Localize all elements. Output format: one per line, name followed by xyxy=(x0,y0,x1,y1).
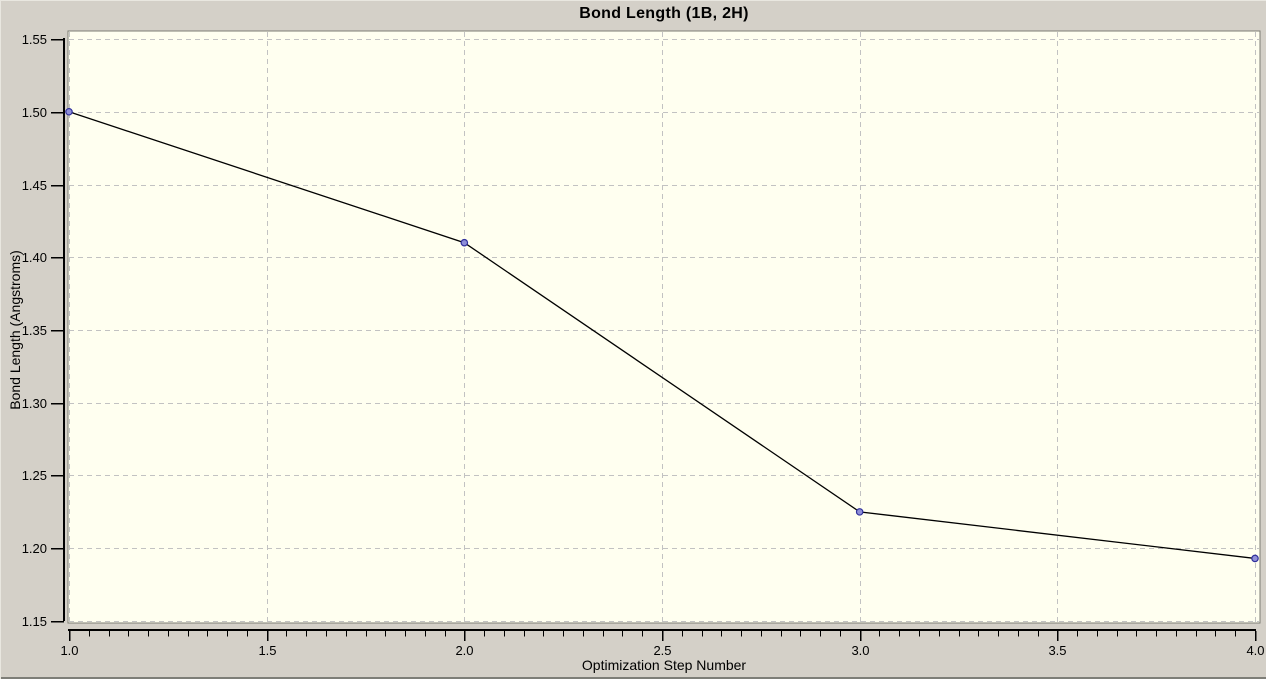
y-tick-label: 1.30 xyxy=(22,396,47,411)
x-tick-label: 1.0 xyxy=(60,643,78,658)
x-tick-label: 3.5 xyxy=(1048,643,1066,658)
gridlines xyxy=(69,32,1259,622)
y-tick-label: 1.45 xyxy=(22,178,47,193)
y-axis xyxy=(51,38,65,623)
x-axis xyxy=(68,629,1257,641)
y-tick-label: 1.25 xyxy=(22,468,47,483)
plot-area xyxy=(67,30,1261,624)
window-bottom-edge xyxy=(1,677,1266,679)
x-tick-label: 2.5 xyxy=(653,643,671,658)
x-tick-label: 2.0 xyxy=(455,643,473,658)
x-tick-label: 3.0 xyxy=(851,643,869,658)
y-tick-label: 1.20 xyxy=(22,541,47,556)
data-point-marker xyxy=(460,238,469,247)
y-tick-label: 1.35 xyxy=(22,323,47,338)
data-point-marker xyxy=(855,508,864,516)
x-tick-label: 1.5 xyxy=(258,643,276,658)
data-points xyxy=(65,107,1259,563)
data-line xyxy=(68,111,1256,560)
y-tick-label: 1.50 xyxy=(22,105,47,120)
data-point-marker xyxy=(65,107,73,116)
data-point-marker xyxy=(1251,554,1259,563)
y-tick-label: 1.15 xyxy=(22,614,47,629)
y-tick-label: 1.40 xyxy=(22,250,47,265)
x-tick-label: 4.0 xyxy=(1246,643,1264,658)
y-tick-label: 1.55 xyxy=(22,32,47,47)
x-axis-label: Optimization Step Number xyxy=(581,657,747,673)
chart-title: Bond Length (1B, 2H) xyxy=(579,5,749,22)
